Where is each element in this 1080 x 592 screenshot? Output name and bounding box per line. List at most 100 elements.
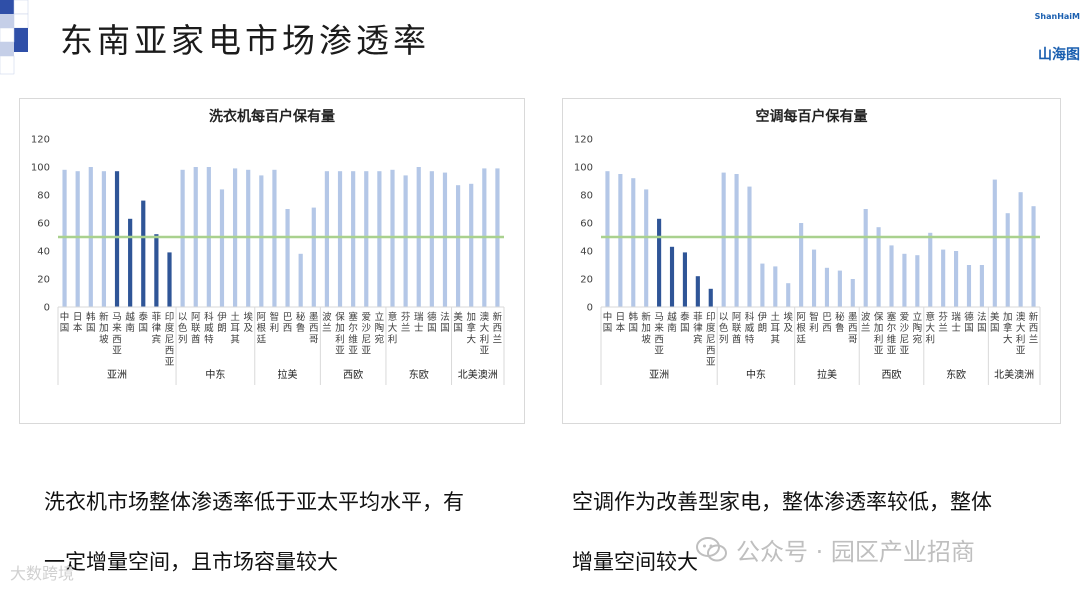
bar: [786, 283, 791, 307]
x-tick-label: 立陶宛: [375, 311, 385, 345]
wechat-watermark: 公众号 · 园区产业招商: [696, 532, 975, 567]
air-conditioner-chart: 空调每百户保有量 0 20 40 60 80 100 120 中国 日本 韩国 新加坡 马来西亚 越南 泰国…: [562, 98, 1061, 424]
y-tick-label: 40: [580, 247, 593, 258]
x-tick-label: 新西兰: [1029, 311, 1039, 345]
bottom-left-watermark-text: 大数跨境: [10, 564, 75, 583]
y-tick-label: 60: [37, 219, 50, 230]
x-tick-label: 爱沙尼亚: [900, 311, 910, 357]
group-label: 西欧: [343, 369, 363, 381]
bar: [219, 189, 225, 307]
x-tick-label: 阿联酋: [732, 312, 742, 345]
x-tick-label: 印度尼西亚: [165, 311, 175, 368]
x-tick-label: 埃及: [783, 311, 793, 334]
bar: [824, 267, 830, 307]
x-tick-label: 土耳其: [230, 311, 240, 345]
wechat-icon: [696, 536, 727, 561]
bar: [657, 218, 662, 307]
x-tick-label: 墨西哥: [848, 312, 858, 345]
y-tick-label: 80: [37, 191, 50, 202]
caption-line: 空调作为改善型家电，整体渗透率较低，整体: [572, 490, 992, 514]
x-tick-label: 意大利: [925, 311, 935, 345]
x-tick-label: 印度尼西亚: [706, 311, 716, 368]
bar: [708, 288, 713, 307]
x-tick-label: 爱沙尼亚: [362, 311, 372, 357]
x-tick-label: 新加坡: [641, 311, 651, 345]
bar: [928, 232, 933, 307]
x-tick-label: 波兰: [322, 311, 332, 334]
bar: [167, 252, 172, 307]
bar: [644, 189, 649, 307]
bar: [259, 175, 264, 307]
x-tick-label: 墨西哥: [309, 312, 319, 345]
y-tick-label: 120: [574, 135, 593, 146]
x-tick-label: 越南: [667, 311, 677, 334]
x-tick-label: 伊朗: [217, 311, 227, 334]
bar: [141, 200, 146, 307]
caption-washing-machine: 洗衣机市场整体渗透率低于亚太平均水平，有 一定增量空间，且市场容量较大: [44, 472, 524, 592]
bar: [180, 169, 185, 307]
bar: [811, 249, 817, 307]
x-tick-label: 马来西亚: [654, 312, 664, 357]
y-tick-label: 80: [580, 191, 593, 202]
group-label: 东欧: [409, 368, 429, 381]
y-tick-label: 20: [580, 275, 593, 286]
x-tick-label: 意大利: [388, 311, 398, 345]
x-tick-label: 泰国: [139, 311, 149, 334]
x-tick-label: 立陶宛: [913, 311, 923, 345]
x-tick-label: 澳大利亚: [1016, 311, 1026, 357]
x-tick-label: 越南: [125, 311, 135, 334]
y-tick-label: 100: [31, 163, 50, 174]
x-tick-label: 秘鲁: [296, 311, 306, 334]
bar: [337, 171, 343, 307]
bar: [1031, 206, 1036, 307]
bar: [992, 179, 997, 307]
x-tick-label: 波兰: [861, 311, 871, 334]
bar: [941, 249, 946, 307]
bar: [631, 178, 636, 307]
group-label: 拉美: [817, 368, 837, 381]
x-tick-label: 加拿大: [1003, 312, 1013, 345]
bar: [324, 171, 330, 307]
bar: [442, 172, 448, 307]
chart-svg: 洗衣机每百户保有量 0 20 40 60 80 100 120 中国日本韩国新加坡马来西亚越南泰…: [31, 108, 505, 385]
bar: [311, 207, 316, 307]
x-tick-label: 塞尔维亚: [887, 311, 897, 357]
x-tick-label: 日本: [616, 312, 626, 334]
bar: [979, 265, 984, 307]
chart-title: 洗衣机每百户保有量: [209, 108, 335, 125]
bar: [469, 183, 474, 307]
x-tick-label: 以色列: [178, 312, 188, 345]
x-tick-label: 阿根廷: [257, 312, 267, 345]
x-tick-label: 马来西亚: [112, 312, 122, 357]
bar: [889, 245, 894, 307]
washing-machine-chart: 洗衣机每百户保有量 0 20 40 60 80 100 120 中国 日本 韩国 新加坡 马来西亚 越南泰…: [19, 98, 525, 424]
x-tick-label: 新西兰: [493, 311, 503, 345]
x-tick-label: 土耳其: [771, 311, 781, 345]
x-tick-label: 芬兰: [401, 312, 411, 334]
bar: [62, 169, 67, 307]
x-tick-label: 智利: [809, 311, 819, 334]
bar: [837, 270, 842, 307]
bar: [128, 218, 133, 307]
y-tick-label: 60: [580, 219, 593, 230]
bar: [298, 253, 303, 307]
bar: [1005, 213, 1010, 307]
bar: [429, 171, 434, 307]
bar: [377, 171, 382, 307]
corner-decoration: [0, 0, 29, 75]
bar: [351, 171, 356, 307]
x-tick-label: 菲律宾: [693, 311, 703, 345]
x-tick-label: 阿根廷: [796, 312, 806, 345]
bar: [272, 169, 277, 307]
bar: [1018, 192, 1023, 307]
x-tick-label: 瑞士: [414, 311, 424, 334]
x-tick-label: 德国: [427, 311, 437, 334]
group-label: 亚洲: [649, 369, 669, 381]
y-tick-label: 120: [31, 135, 50, 146]
bar: [390, 169, 395, 307]
bar: [747, 186, 752, 307]
logo-chinese-text: 山海图: [1038, 47, 1080, 63]
group-label: 东欧: [946, 368, 966, 381]
chart-svg: 空调每百户保有量 0 20 40 60 80 100 120 中国日本韩国新加坡马来西亚越南泰国…: [574, 108, 1041, 385]
x-tick-label: 德国: [964, 311, 974, 334]
